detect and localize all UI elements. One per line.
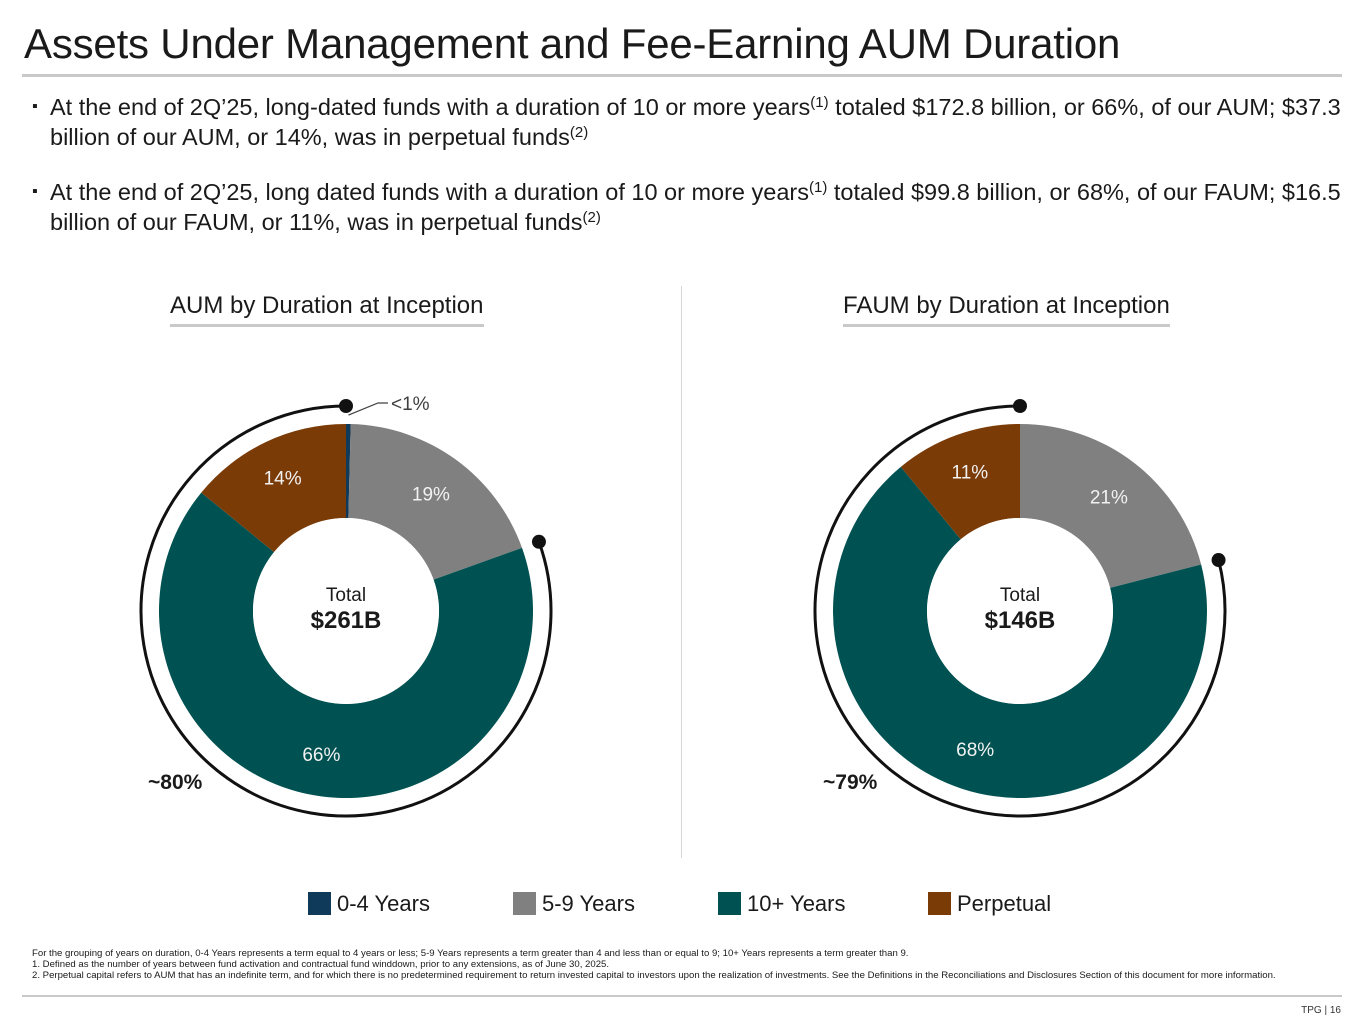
bottom-rule (22, 995, 1342, 997)
bracket-arc (813, 404, 1227, 818)
legend-label: 5-9 Years (542, 891, 635, 916)
bracket-end-dot (531, 534, 546, 549)
legend-swatch (308, 892, 331, 915)
slice-label-5-9-years: 21% (1090, 487, 1128, 508)
bracket-label: ~79% (823, 771, 878, 794)
bullet-aum-text-a: At the end of 2Q’25, long-dated funds wi… (50, 94, 811, 120)
footnote-ref-1: (1) (810, 94, 829, 111)
donut-slice-perpetual (900, 424, 1020, 540)
donut-center (927, 518, 1113, 704)
aum-chart-title: AUM by Duration at Inception (170, 292, 484, 327)
bracket-end-dot (339, 399, 353, 413)
page-title: Assets Under Management and Fee-Earning … (24, 20, 1121, 67)
title-rule (22, 74, 1342, 77)
footnote-1: 1. Defined as the number of years betwee… (32, 959, 610, 971)
slice-label-10-plus-years: 66% (302, 745, 340, 766)
bullet-faum-text-b: totaled $99.8 billion, or 68%, of our FA… (50, 179, 1341, 235)
bracket-arc (139, 404, 553, 818)
slice-label-0-4-years: <1% (391, 394, 430, 415)
bullet-mark: ▪ (32, 98, 38, 115)
bracket-end-dot (1013, 399, 1027, 413)
legend-swatch (718, 892, 741, 915)
donut-center-value: $261B (311, 607, 382, 634)
donut-slice-5-9-years (1020, 424, 1202, 588)
footnote-grouping: For the grouping of years on duration, 0… (32, 948, 909, 959)
chart-divider (681, 286, 682, 858)
footnotes: For the grouping of years on duration, 0… (32, 948, 1342, 982)
legend-label: 10+ Years (747, 891, 846, 916)
leader-line-0-4-years (348, 402, 388, 416)
footnote-ref-2: (2) (569, 124, 589, 141)
legend: 0-4 Years 5-9 Years 10+ Years Perpetual (0, 890, 1365, 920)
slice-label-perpetual: 14% (264, 468, 302, 489)
donut-center-label: Total (326, 585, 366, 606)
legend-swatch (928, 892, 951, 915)
slice-label-perpetual: 11% (952, 463, 989, 484)
bullet-mark: ▪ (32, 183, 38, 200)
footnote-ref-1: (1) (809, 179, 828, 196)
slice-label-10-plus-years: 68% (956, 740, 994, 761)
donut-slice-perpetual (201, 424, 346, 553)
donut-slice-5-9-years (348, 424, 523, 580)
legend-label: 0-4 Years (337, 891, 430, 916)
bracket-end-dot (1211, 553, 1226, 568)
page-number: TPG | 16 (1301, 1005, 1341, 1016)
bullet-faum: ▪ At the end of 2Q’25, long dated funds … (32, 177, 1342, 237)
donut-center (253, 518, 439, 704)
legend-label: Perpetual (957, 891, 1052, 916)
legend-swatch (513, 892, 536, 915)
bullet-aum: ▪ At the end of 2Q’25, long-dated funds … (32, 92, 1342, 152)
bullet-aum-text-b: totaled $172.8 billion, or 66%, of our A… (50, 94, 1341, 150)
donut-slice-10-plus-years (158, 492, 533, 798)
footnote-2: 2. Perpetual capital refers to AUM that … (32, 970, 1276, 982)
footnote-ref-2: (2) (582, 209, 601, 226)
bracket-label: ~80% (148, 771, 203, 794)
faum-chart-title: FAUM by Duration at Inception (843, 292, 1170, 327)
donut-center-label: Total (1000, 585, 1040, 606)
slice-label-5-9-years: 19% (412, 484, 450, 505)
donut-slice-0-4-years (346, 424, 351, 519)
donut-slice-10-plus-years (832, 466, 1207, 798)
bullet-faum-text-a: At the end of 2Q’25, long dated funds wi… (50, 179, 809, 205)
donut-center-value: $146B (985, 607, 1056, 634)
